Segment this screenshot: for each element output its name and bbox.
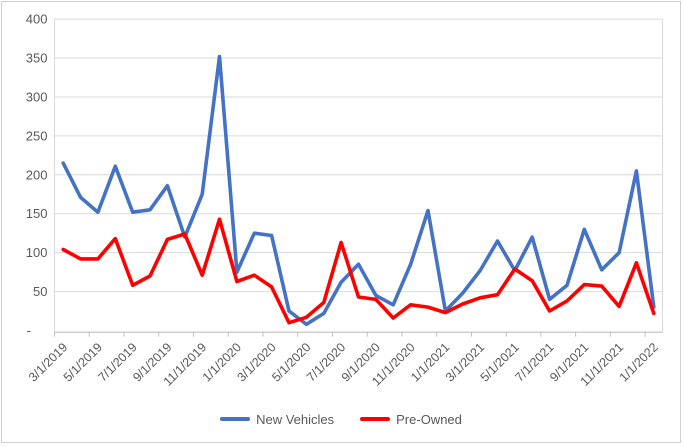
legend-item-new-vehicles: New Vehicles xyxy=(220,412,334,427)
series-line-new-vehicles xyxy=(61,54,656,327)
legend-label-pre-owned: Pre-Owned xyxy=(396,411,462,427)
y-axis-label: 350 xyxy=(26,51,48,66)
y-axis-label: 400 xyxy=(26,12,48,27)
x-axis-label: 1/1/2022 xyxy=(617,340,661,384)
series-line-pre-owned xyxy=(61,217,656,325)
legend-swatch-new-vehicles xyxy=(220,417,251,421)
legend-swatch-pre-owned xyxy=(360,417,391,421)
legend-item-pre-owned: Pre-Owned xyxy=(360,412,462,427)
legend: New Vehicles Pre-Owned xyxy=(2,406,680,432)
y-axis-label: 300 xyxy=(26,89,48,104)
legend-label-new-vehicles: New Vehicles xyxy=(256,411,335,427)
y-axis-label: - xyxy=(27,323,31,338)
y-axis-label: 250 xyxy=(26,128,48,143)
line-chart: -501001502002503003504003/1/20195/1/2019… xyxy=(26,12,663,389)
y-axis-label: 200 xyxy=(26,167,48,182)
y-axis-label: 150 xyxy=(26,206,48,221)
y-axis-label: 50 xyxy=(33,284,47,299)
y-axis-label: 100 xyxy=(26,245,48,260)
